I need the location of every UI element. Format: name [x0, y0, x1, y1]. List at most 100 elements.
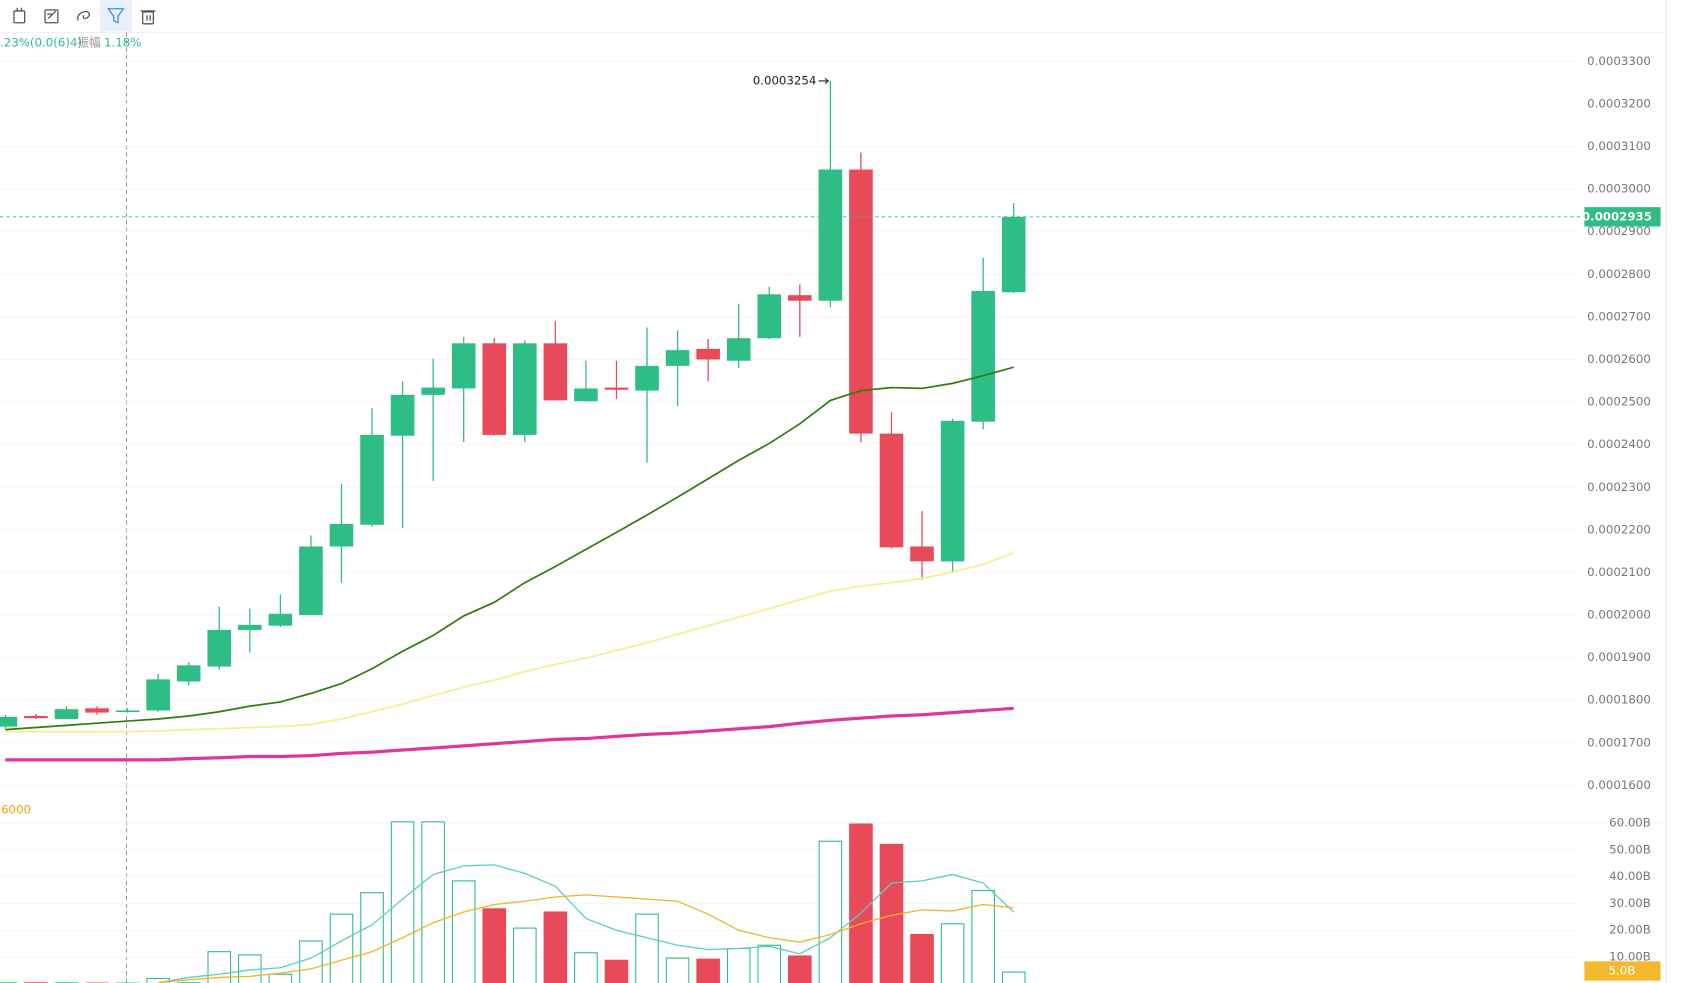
y-tick-label: 0.0003300: [1587, 54, 1651, 68]
volume-bar: [390, 821, 415, 983]
ma-line: [5, 366, 1014, 731]
candle-body: [421, 387, 445, 395]
candle-body: [543, 343, 568, 401]
ma-line: [5, 706, 1014, 762]
y-tick-label: 0.0003200: [1587, 96, 1651, 110]
volume-ma-line: [158, 894, 1014, 983]
candle-body: [635, 365, 659, 391]
candle-body: [115, 710, 140, 713]
volume-bar: [543, 911, 568, 983]
y-tick-label: 0.0001800: [1587, 693, 1651, 707]
tool-icon[interactable]: [107, 8, 125, 24]
tool-icon[interactable]: [140, 10, 156, 25]
high-arrow: [818, 77, 830, 85]
candle-body: [207, 629, 232, 667]
volume-bar: [635, 913, 659, 983]
info-amplitude: 1.18%: [104, 36, 141, 50]
volume-bar: [574, 952, 598, 983]
high-label: 0.0003254: [753, 73, 817, 87]
last-price-label: 0.0002935: [1582, 209, 1652, 223]
candle-body: [0, 716, 18, 727]
volume-bar: [910, 933, 934, 983]
tool-icon[interactable]: [77, 10, 90, 21]
candle-body: [268, 613, 293, 626]
volume-bar: [788, 955, 812, 983]
candle-body: [482, 343, 507, 435]
y-tick-label: 0.0001900: [1587, 650, 1651, 664]
candle-body: [451, 343, 476, 389]
candle-body: [513, 343, 537, 435]
candle-body: [849, 169, 873, 434]
candle-body: [971, 290, 995, 422]
info-change: .23%(0.0(6)4): [0, 36, 82, 50]
volume-marker-label: 5.0B: [1609, 963, 1636, 977]
volume-bar: [604, 959, 629, 983]
volume-bar: [879, 843, 904, 983]
y-tick-label: 0.0001600: [1587, 778, 1651, 792]
volume-bar: [665, 957, 690, 983]
y-tick-label: 0.0002000: [1587, 608, 1651, 622]
y-tick-label: 40.00B: [1609, 869, 1651, 883]
volume-bar: [696, 958, 720, 983]
volume-bar: [1001, 971, 1026, 983]
candle-body: [24, 715, 48, 719]
toolbar: [13, 0, 156, 32]
volume-bar: [513, 927, 537, 983]
candle-body: [1001, 216, 1026, 293]
y-tick-label: 10.00B: [1609, 950, 1651, 964]
candle-body: [757, 294, 782, 339]
volume-bar: [329, 913, 354, 983]
volume-bar: [818, 840, 843, 983]
volume-label: 6000: [1, 803, 31, 817]
candle-body: [940, 420, 965, 562]
candle-body: [146, 679, 170, 711]
ma-line: [5, 552, 1015, 733]
volume-bar: [482, 908, 507, 983]
volume-bar: [268, 973, 293, 983]
volume-bar: [360, 892, 384, 983]
candle-body: [390, 394, 415, 436]
volume-ma-line: [158, 864, 1015, 983]
y-tick-label: 0.0003100: [1587, 139, 1651, 153]
volume-marker-box: [1584, 961, 1661, 981]
y-tick-label: 0.0002300: [1587, 480, 1651, 494]
tool-icon[interactable]: [44, 9, 59, 24]
y-tick-label: 30.00B: [1609, 896, 1651, 910]
tool-icon[interactable]: [13, 7, 26, 24]
candle-body: [910, 546, 934, 562]
y-tick-label: 20.00B: [1609, 923, 1651, 937]
candle-body: [726, 338, 751, 361]
volume-bar: [421, 821, 445, 983]
y-tick-label: 0.0002700: [1587, 309, 1651, 323]
y-tick-label: 0.0001700: [1587, 735, 1651, 749]
volume-bar: [726, 947, 751, 983]
volume-bar: [299, 940, 323, 983]
candle-body: [85, 708, 109, 713]
toolbar-active-bg: [99, 0, 132, 32]
y-tick-label: 0.0002200: [1587, 522, 1651, 536]
candle-body: [176, 665, 201, 682]
volume-bar: [757, 944, 782, 983]
y-tick-label: 0.0002500: [1587, 395, 1651, 409]
info-amplitude-label: 振幅: [77, 36, 101, 50]
y-tick-label: 0.0002900: [1587, 224, 1651, 238]
candle-body: [299, 546, 323, 616]
volume-bar: [849, 823, 873, 983]
candle-body: [574, 388, 598, 402]
candle-body: [54, 709, 79, 719]
y-tick-label: 0.0002800: [1587, 267, 1651, 281]
volume-bar: [451, 880, 476, 983]
last-price-box: [1584, 207, 1661, 227]
candle-body: [696, 348, 720, 360]
volume-bar: [971, 890, 995, 983]
candle-body: [665, 350, 690, 366]
candle-body: [329, 523, 354, 547]
candle-body: [360, 434, 384, 525]
y-tick-label: 50.00B: [1609, 842, 1651, 856]
y-tick-label: 0.0003000: [1587, 182, 1651, 196]
y-tick-label: 60.00B: [1609, 815, 1651, 829]
candle-body: [818, 169, 843, 301]
candle-body: [879, 433, 904, 548]
